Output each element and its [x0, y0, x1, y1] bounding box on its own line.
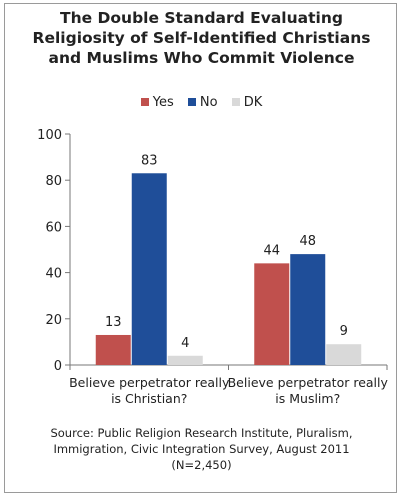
bar-dk-2: [326, 344, 362, 365]
legend: Yes No DK: [0, 95, 403, 110]
x-category-label: Believe perpetrator really: [228, 375, 389, 390]
legend-label-no: No: [199, 95, 218, 110]
data-label: 48: [299, 234, 316, 249]
bar-yes-1: [95, 334, 131, 365]
bar-yes-2: [254, 263, 290, 365]
legend-item-yes: Yes: [140, 95, 174, 110]
data-label: 13: [105, 315, 122, 330]
source-line-3: (N=2,450): [171, 458, 232, 472]
bar-no-1: [131, 173, 167, 365]
source-line-1: Source: Public Religion Research Institu…: [50, 426, 353, 440]
legend-swatch-no: [187, 98, 196, 106]
chart-title-line-2: Religiosity of Self-Identified Christian…: [32, 29, 371, 47]
data-label: 4: [181, 336, 189, 351]
y-tick-label: 20: [45, 313, 62, 328]
chart-title-line-3: and Muslims Who Commit Violence: [48, 49, 355, 67]
chart-title: The Double Standard Evaluating Religiosi…: [0, 8, 403, 68]
source-line-2: Immigration, Civic Integration Survey, A…: [53, 442, 350, 456]
x-category-label: Believe perpetrator really: [69, 375, 230, 390]
data-label: 44: [263, 243, 280, 258]
legend-item-no: No: [187, 95, 218, 110]
source-note: Source: Public Religion Research Institu…: [0, 425, 403, 473]
data-label: 83: [141, 153, 158, 168]
legend-swatch-dk: [231, 98, 240, 106]
bar-no-2: [290, 254, 326, 365]
y-tick-label: 0: [54, 359, 62, 374]
bar-dk-1: [167, 355, 203, 365]
y-tick-label: 60: [45, 220, 62, 235]
legend-item-dk: DK: [231, 95, 263, 110]
legend-label-dk: DK: [243, 95, 263, 110]
y-tick-label: 40: [45, 267, 62, 282]
x-category-label: is Muslim?: [275, 391, 340, 406]
y-tick-label: 80: [45, 174, 62, 189]
legend-swatch-yes: [140, 98, 149, 106]
legend-label-yes: Yes: [152, 95, 174, 110]
data-label: 9: [340, 324, 348, 339]
y-tick-label: 100: [37, 128, 62, 143]
x-category-label: is Christian?: [111, 391, 187, 406]
chart-title-line-1: The Double Standard Evaluating: [60, 9, 343, 27]
